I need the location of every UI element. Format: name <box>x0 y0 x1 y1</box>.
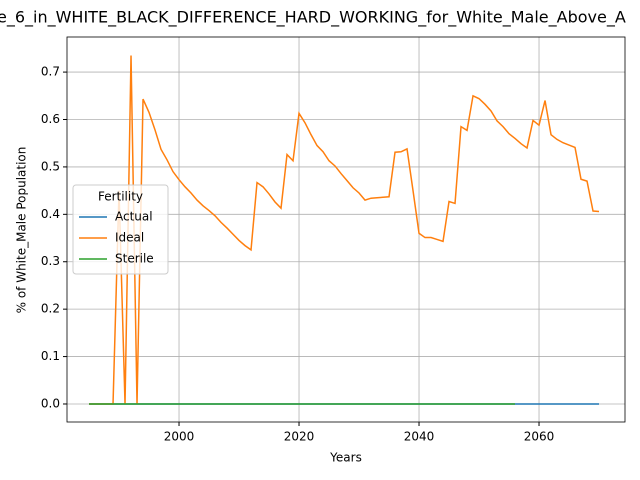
chart-title: e_6_in_WHITE_BLACK_DIFFERENCE_HARD_WORKI… <box>0 8 626 28</box>
legend-label: Sterile <box>115 252 154 266</box>
y-tick-label: 0.5 <box>41 159 60 173</box>
series-line <box>89 55 600 405</box>
legend-label: Actual <box>115 210 153 224</box>
y-axis-label: % of White_Male Population <box>15 147 29 314</box>
x-tick-label: 2040 <box>404 430 435 444</box>
y-tick-label: 0.4 <box>41 207 60 221</box>
y-tick-label: 0.1 <box>41 349 60 363</box>
legend-box <box>72 184 169 275</box>
y-tick-label: 0.2 <box>41 302 60 316</box>
y-tick-label: 0.7 <box>41 65 60 79</box>
x-axis-label: Years <box>329 451 362 465</box>
legend-label: Ideal <box>115 231 144 245</box>
y-tick-label: 0.6 <box>41 112 60 126</box>
x-tick-label: 2060 <box>524 430 555 444</box>
plot-frame <box>66 36 626 423</box>
x-tick-label: 2000 <box>164 430 195 444</box>
legend-title: Fertility <box>98 190 143 204</box>
y-tick-label: 0.0 <box>41 396 60 410</box>
x-tick-label: 2020 <box>284 430 315 444</box>
y-tick-label: 0.3 <box>41 254 60 268</box>
